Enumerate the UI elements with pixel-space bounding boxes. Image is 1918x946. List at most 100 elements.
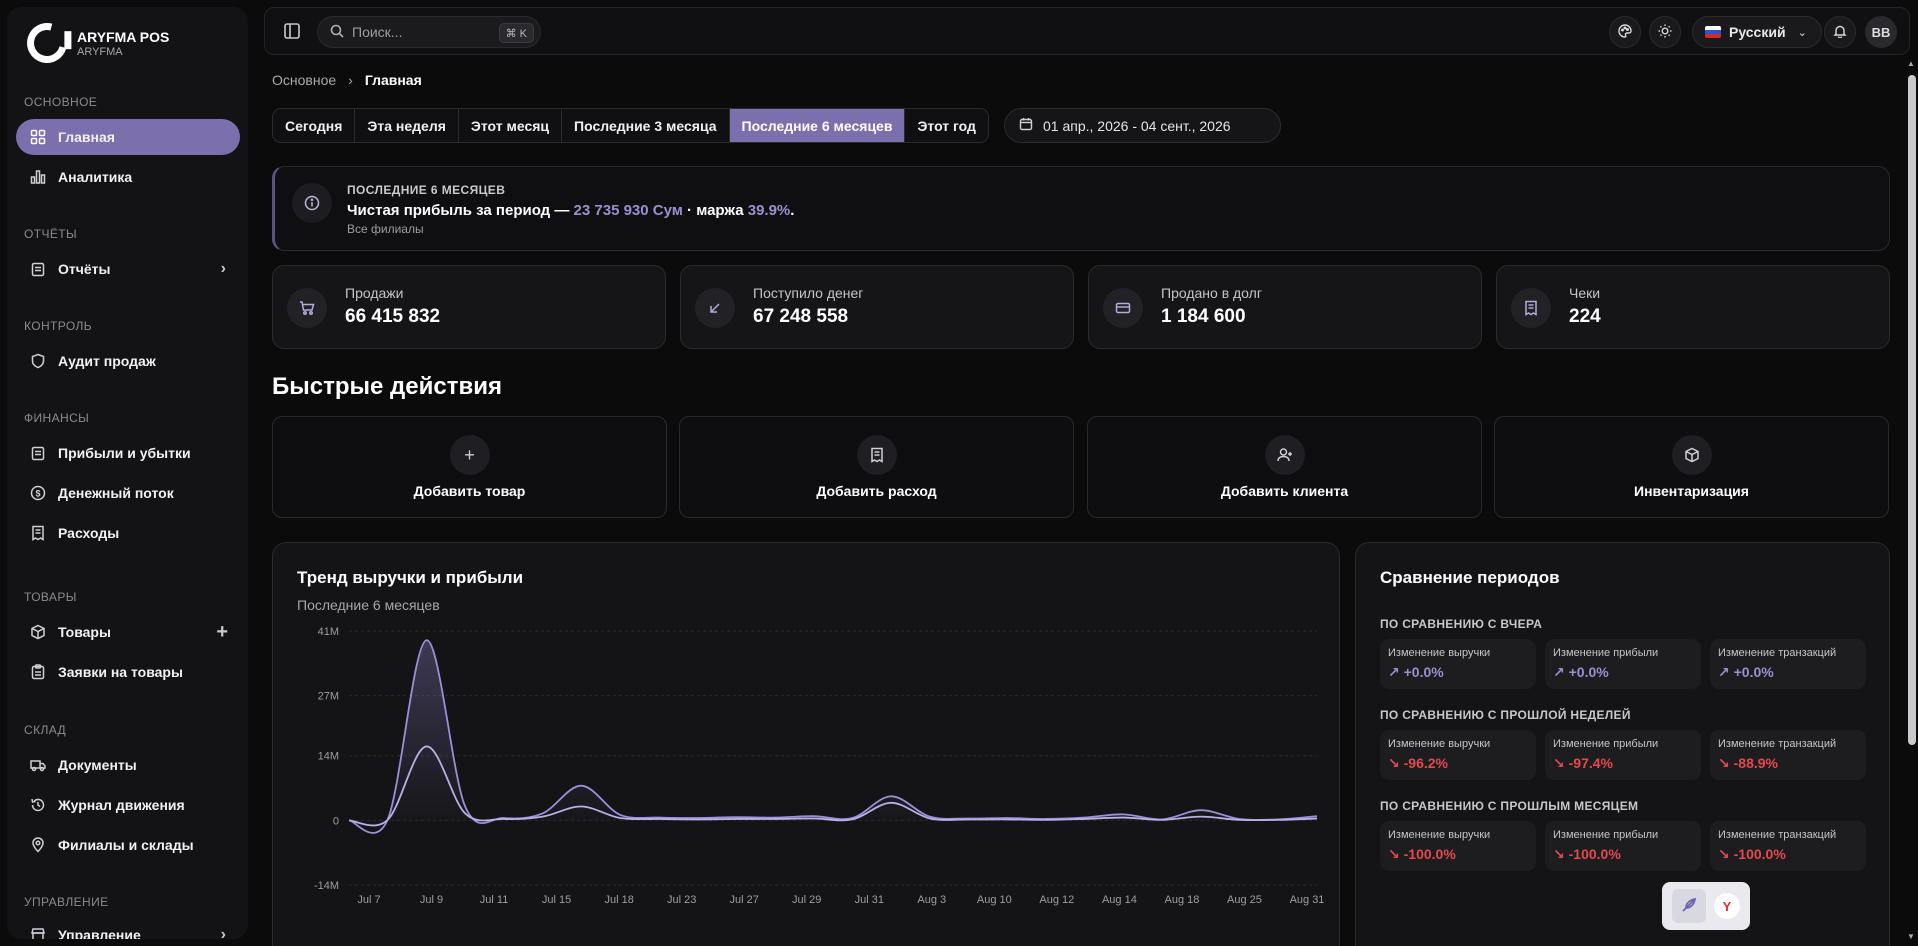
- x-tick-label: Aug 18: [1164, 894, 1199, 906]
- x-tick-label: Jul 7: [357, 894, 380, 906]
- x-tick-label: Aug 10: [977, 894, 1012, 906]
- theme-toggle-button[interactable]: [1649, 16, 1681, 48]
- comparison-value-text: -96.2%: [1403, 755, 1448, 771]
- grid-icon: [30, 129, 46, 145]
- comparison-cell: Изменение выручки ↗ +0.0%: [1380, 639, 1536, 689]
- language-select[interactable]: Русский ⌄: [1692, 16, 1822, 48]
- comparison-cell: Изменение выручки ↘ -96.2%: [1380, 730, 1536, 780]
- sidebar-item-products[interactable]: Товары +: [16, 614, 240, 650]
- sidebar-item-label: Аудит продаж: [58, 353, 156, 369]
- x-tick-label: Jul 9: [420, 894, 443, 906]
- sidebar-item-analytics[interactable]: Аналитика: [16, 159, 240, 195]
- comparison-value-text: -100.0%: [1403, 846, 1456, 862]
- period-this-year[interactable]: Этот год: [905, 109, 988, 142]
- quick-action-label: Добавить расход: [816, 483, 937, 499]
- x-tick-label: Jul 23: [667, 894, 696, 906]
- kpi-receipts: Чеки 224: [1496, 265, 1890, 349]
- receipt-icon: [1511, 288, 1551, 328]
- truck-icon: [30, 757, 46, 773]
- summary-margin: 39.9%: [747, 202, 791, 219]
- notifications-button[interactable]: [1824, 16, 1856, 48]
- comparison-value: ↘ -100.0%: [1718, 846, 1786, 862]
- page-scrollbar[interactable]: [1908, 75, 1916, 745]
- chevron-down-icon: ⌄: [1797, 26, 1807, 39]
- sidebar-item-movement-log[interactable]: Журнал движения: [16, 787, 240, 823]
- comparison-value-text: +0.0%: [1568, 664, 1609, 680]
- sidebar-item-documents[interactable]: Документы: [16, 747, 240, 783]
- comparison-value-text: -100.0%: [1568, 846, 1621, 862]
- chevron-right-icon: ›: [348, 72, 353, 88]
- sidebar-toggle-icon[interactable]: [283, 22, 301, 40]
- kpi-label: Чеки: [1569, 285, 1601, 301]
- bell-icon: [1833, 24, 1847, 41]
- avatar[interactable]: BB: [1865, 16, 1897, 48]
- period-today[interactable]: Сегодня: [273, 109, 356, 142]
- nav-section-warehouse: СКЛАД: [24, 723, 67, 737]
- comparison-label: Изменение прибыли: [1553, 738, 1659, 750]
- sidebar-item-profit-loss[interactable]: Прибыли и убытки: [16, 435, 240, 471]
- period-this-week[interactable]: Эта неделя: [355, 109, 459, 142]
- add-product-button[interactable]: + Добавить товар: [272, 416, 667, 518]
- shield-icon: [30, 353, 46, 369]
- clipboard-icon: [30, 445, 46, 461]
- comparison-cell: Изменение прибыли ↘ -97.4%: [1545, 730, 1701, 780]
- quick-action-label: Добавить клиента: [1220, 483, 1349, 499]
- feather-button[interactable]: [1672, 889, 1706, 923]
- comparison-label: Изменение выручки: [1388, 829, 1491, 841]
- sidebar-item-reports[interactable]: Отчёты ›: [16, 251, 240, 287]
- period-last-6-months[interactable]: Последние 6 месяцев: [729, 109, 906, 142]
- summary-text: Чистая прибыль за период — 23 735 930 Су…: [347, 202, 794, 219]
- brand-logo-icon: [19, 15, 75, 71]
- summary-scope: Все филиалы: [347, 222, 424, 236]
- scroll-down-icon[interactable]: ▼: [1907, 932, 1915, 941]
- kpi-value: 224: [1569, 306, 1601, 327]
- period-this-month[interactable]: Этот месяц: [458, 109, 563, 142]
- scroll-up-icon[interactable]: ▲: [1907, 59, 1915, 68]
- bar-chart-icon: [30, 169, 46, 185]
- trend-subtitle: Последние 6 месяцев: [297, 597, 440, 613]
- search-shortcut: ⌘ K: [498, 23, 534, 43]
- x-tick-label: Jul 29: [792, 894, 821, 906]
- series-line: [348, 639, 1318, 834]
- sidebar-item-label: Прибыли и убытки: [58, 445, 191, 461]
- kpi-value: 1 184 600: [1161, 306, 1246, 327]
- sidebar-item-branches[interactable]: Филиалы и склады: [16, 827, 240, 863]
- sidebar-item-product-requests[interactable]: Заявки на товары: [16, 654, 240, 690]
- credit-card-icon: [1103, 288, 1143, 328]
- comparison-label: Изменение прибыли: [1553, 829, 1659, 841]
- sidebar-item-label: Аналитика: [58, 169, 133, 185]
- yandex-icon: Y: [1722, 898, 1732, 914]
- comparison-label: Изменение транзакций: [1718, 647, 1837, 659]
- palette-button[interactable]: [1609, 16, 1641, 48]
- box-icon: [30, 624, 46, 640]
- cart-icon: [287, 288, 327, 328]
- x-tick-label: Jul 15: [542, 894, 571, 906]
- plus-icon[interactable]: +: [216, 620, 228, 643]
- sidebar-item-expenses[interactable]: Расходы: [16, 515, 240, 551]
- sidebar-item-management[interactable]: Управление ›: [16, 917, 240, 939]
- brand[interactable]: ARYFMA POS ARYFMA: [19, 15, 169, 71]
- add-expense-button[interactable]: Добавить расход: [679, 416, 1074, 518]
- search-placeholder: Поиск...: [352, 24, 403, 40]
- topbar: Поиск... ⌘ K Русский ⌄ BB: [264, 7, 1910, 55]
- sidebar-item-sales-audit[interactable]: Аудит продаж: [16, 343, 240, 379]
- inventory-button[interactable]: Инвентаризация: [1494, 416, 1889, 518]
- yandex-button[interactable]: Y: [1714, 893, 1740, 919]
- y-tick-label: 0: [333, 815, 339, 827]
- sidebar-item-cash-flow[interactable]: $ Денежный поток: [16, 475, 240, 511]
- x-tick-label: Aug 31: [1290, 894, 1325, 906]
- breadcrumb-root[interactable]: Основное: [272, 72, 337, 88]
- search-icon: [330, 24, 344, 41]
- comparison-label: Изменение транзакций: [1718, 738, 1837, 750]
- sidebar-item-home[interactable]: Главная: [16, 119, 240, 155]
- add-client-button[interactable]: Добавить клиента: [1087, 416, 1482, 518]
- comparison-cell: Изменение транзакций ↗ +0.0%: [1710, 639, 1866, 689]
- comparison-value-text: +0.0%: [1733, 664, 1774, 680]
- period-last-3-months[interactable]: Последние 3 месяца: [562, 109, 730, 142]
- date-range-picker[interactable]: 01 апр., 2026 - 04 сент., 2026: [1004, 108, 1281, 143]
- comparison-value: ↗ +0.0%: [1718, 664, 1774, 680]
- x-tick-label: Jul 18: [604, 894, 633, 906]
- kpi-value: 67 248 558: [753, 306, 849, 327]
- summary-profit: 23 735 930 Сум: [573, 202, 683, 219]
- search-input[interactable]: Поиск... ⌘ K: [317, 16, 541, 48]
